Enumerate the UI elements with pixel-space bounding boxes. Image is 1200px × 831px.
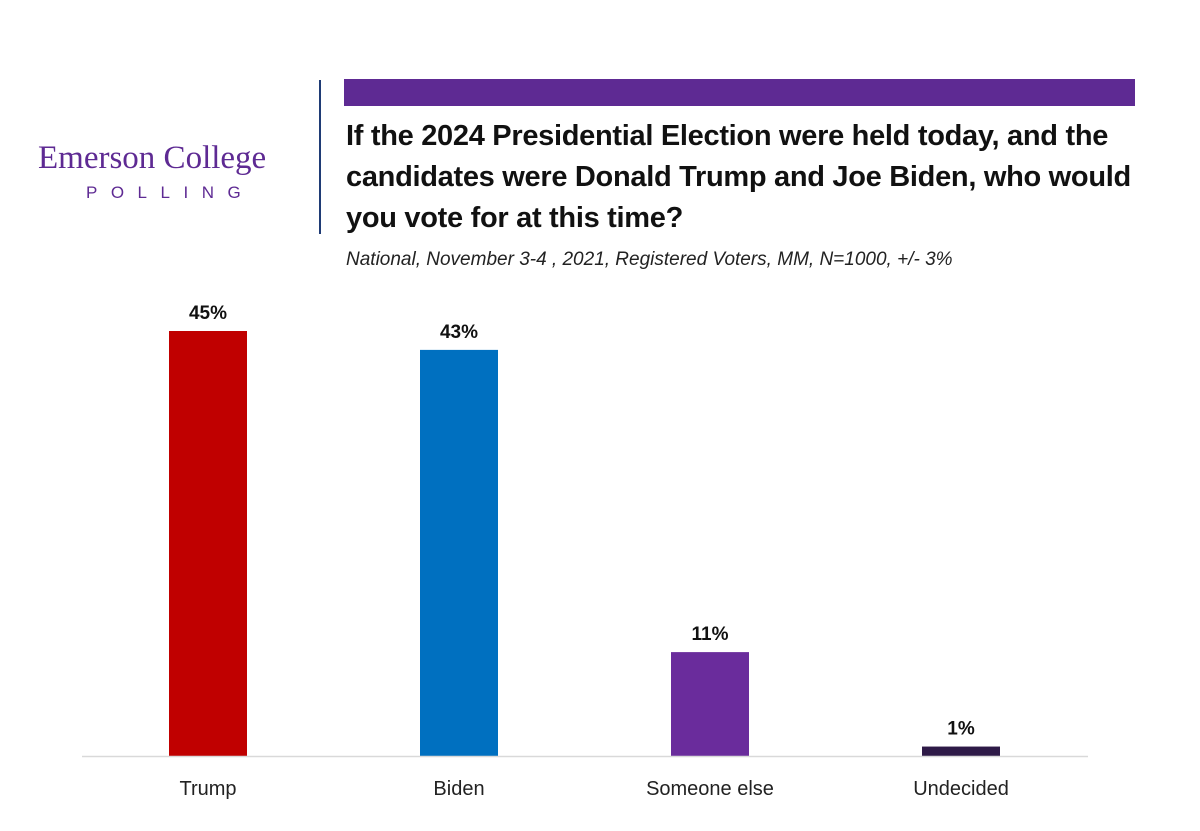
data-label-someone-else: 11%	[692, 624, 729, 645]
bar-biden	[420, 349, 498, 756]
data-label-undecided: 1%	[947, 719, 975, 740]
category-label-someone-else: Someone else	[646, 778, 774, 800]
category-label-trump: Trump	[179, 778, 236, 800]
brand-name: Emerson College	[38, 140, 267, 176]
accent-bar	[344, 79, 1135, 106]
chart-title: If the 2024 Presidential Election were h…	[346, 120, 1131, 234]
data-label-trump: 45%	[189, 303, 227, 324]
bar-trump	[169, 331, 247, 756]
bar-undecided	[922, 746, 1000, 756]
chart-subtitle: National, November 3-4 , 2021, Registere…	[346, 249, 953, 270]
category-label-undecided: Undecided	[913, 778, 1009, 800]
data-label-biden: 43%	[440, 322, 478, 343]
header-divider	[319, 80, 321, 234]
bar-someone-else	[671, 652, 749, 756]
brand-subtitle: POLLING	[86, 183, 255, 202]
category-label-biden: Biden	[433, 778, 484, 800]
